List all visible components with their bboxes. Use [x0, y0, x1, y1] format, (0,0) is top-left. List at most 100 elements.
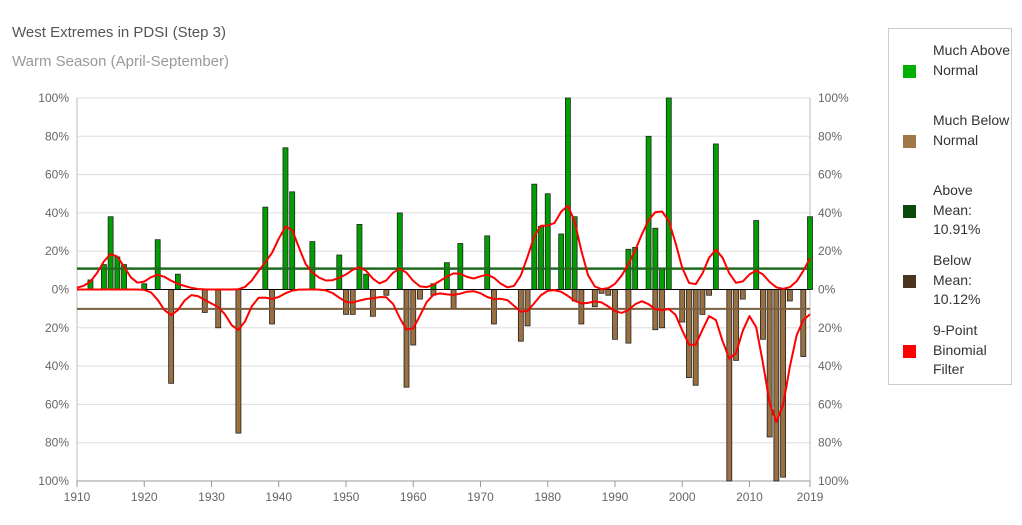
bar-much-below [578, 289, 585, 325]
bar-much-below [780, 289, 787, 478]
bar-much-above [484, 235, 491, 290]
bar-much-above [538, 225, 544, 290]
x-tick-label: 2000 [669, 490, 696, 504]
bar-much-above [457, 243, 464, 290]
y-tick-label-left: 80% [45, 129, 69, 143]
y-tick-label-left: 60% [45, 168, 69, 182]
bar-much-below [739, 289, 746, 300]
y-tick-label-left: 40% [45, 206, 69, 220]
bar-much-below [491, 289, 497, 325]
bar-much-below [726, 289, 733, 482]
y-tick-label-right: 60% [818, 168, 842, 182]
y-tick-label-right: 80% [818, 436, 842, 450]
y-tick-label-right: 40% [818, 206, 842, 220]
legend-label: Much Below Normal [933, 112, 1010, 148]
legend-label: Much Above Normal [933, 42, 1011, 78]
bar-much-below [450, 289, 457, 310]
bar-much-below [786, 289, 793, 302]
bar-much-above [753, 220, 760, 290]
y-tick-label-right: 40% [818, 359, 842, 373]
y-tick-label-right: 20% [818, 244, 842, 258]
bar-much-above [544, 193, 551, 290]
bar-much-below [625, 289, 632, 344]
legend-swatch [903, 135, 916, 148]
filter-line-below [77, 288, 811, 424]
bar-much-above [114, 256, 121, 290]
bar-much-below [699, 289, 706, 315]
bar-much-above [141, 283, 148, 290]
bar-much-below [679, 289, 686, 323]
legend-swatch [903, 65, 916, 78]
bar-much-above [396, 212, 403, 290]
bar-much-above [565, 97, 571, 290]
bar-much-below [403, 289, 410, 388]
bar-much-below [605, 289, 612, 296]
chart-subtitle: Warm Season (April-September) [12, 53, 230, 70]
bar-much-above [665, 97, 672, 290]
y-tick-label-left: 80% [45, 436, 69, 450]
x-tick-label: 1940 [265, 490, 292, 504]
bar-much-below [235, 289, 242, 434]
y-tick-label-left: 100% [38, 474, 69, 488]
bar-much-below [773, 289, 780, 482]
y-tick-label-left: 0% [52, 283, 70, 297]
legend-label: Below Mean: 10.12% [933, 252, 981, 307]
legend-swatch [903, 275, 916, 288]
x-tick-label: 1930 [198, 490, 225, 504]
bar-much-above [807, 216, 813, 290]
bar-much-below [417, 289, 423, 300]
bar-much-above [289, 191, 296, 290]
bar-much-above [363, 273, 370, 290]
bar-much-below [369, 289, 376, 317]
bar-much-above [174, 273, 181, 290]
bar-much-above [262, 206, 269, 290]
bar-much-below [760, 289, 766, 340]
bar-much-below [269, 289, 275, 325]
bar-much-above [154, 239, 161, 290]
x-tick-label: 1950 [333, 490, 360, 504]
bar-much-below [168, 289, 175, 384]
y-tick-label-left: 20% [45, 321, 69, 335]
bar-much-below [517, 289, 524, 342]
x-tick-label: 1970 [467, 490, 494, 504]
bar-much-above [356, 223, 363, 290]
filter-line-above [76, 204, 811, 291]
chart-title: West Extremes in PDSI (Step 3) [12, 24, 226, 41]
bar-much-below [612, 289, 618, 340]
bar-much-above [645, 135, 652, 290]
bar-much-above [659, 268, 665, 290]
x-tick-label: 1980 [534, 490, 561, 504]
y-tick-label-right: 20% [818, 321, 842, 335]
y-tick-label-left: 40% [45, 359, 69, 373]
bar-much-below [383, 289, 390, 296]
x-tick-label: 1960 [400, 490, 427, 504]
x-tick-label: 2019 [797, 490, 824, 504]
bar-much-below [706, 289, 713, 296]
y-tick-label-left: 60% [45, 397, 69, 411]
bar-much-above [336, 254, 343, 290]
y-tick-label-right: 100% [818, 474, 849, 488]
bar-much-below [410, 289, 417, 346]
x-tick-label: 1990 [602, 490, 629, 504]
bar-much-above [652, 227, 659, 290]
y-tick-label-right: 60% [818, 397, 842, 411]
bar-much-below [591, 289, 598, 308]
legend-swatch [903, 345, 916, 358]
bar-much-below [766, 289, 773, 438]
y-tick-label-right: 0% [818, 283, 836, 297]
x-tick-label: 1910 [64, 490, 91, 504]
bar-much-below [686, 289, 692, 378]
bar-much-above [558, 233, 565, 290]
bar-much-above [309, 241, 316, 290]
x-tick-label: 2010 [736, 490, 763, 504]
legend: Much Above Normal Much Below Normal Abov… [888, 28, 1012, 385]
y-tick-label-left: 20% [45, 244, 69, 258]
legend-swatch [903, 205, 916, 218]
legend-label: Above Mean: 10.91% [933, 182, 981, 237]
bar-much-below [692, 289, 699, 386]
x-tick-label: 1920 [131, 490, 158, 504]
y-tick-label-right: 100% [818, 91, 849, 105]
y-tick-label-right: 80% [818, 129, 842, 143]
y-tick-label-left: 100% [38, 91, 69, 105]
